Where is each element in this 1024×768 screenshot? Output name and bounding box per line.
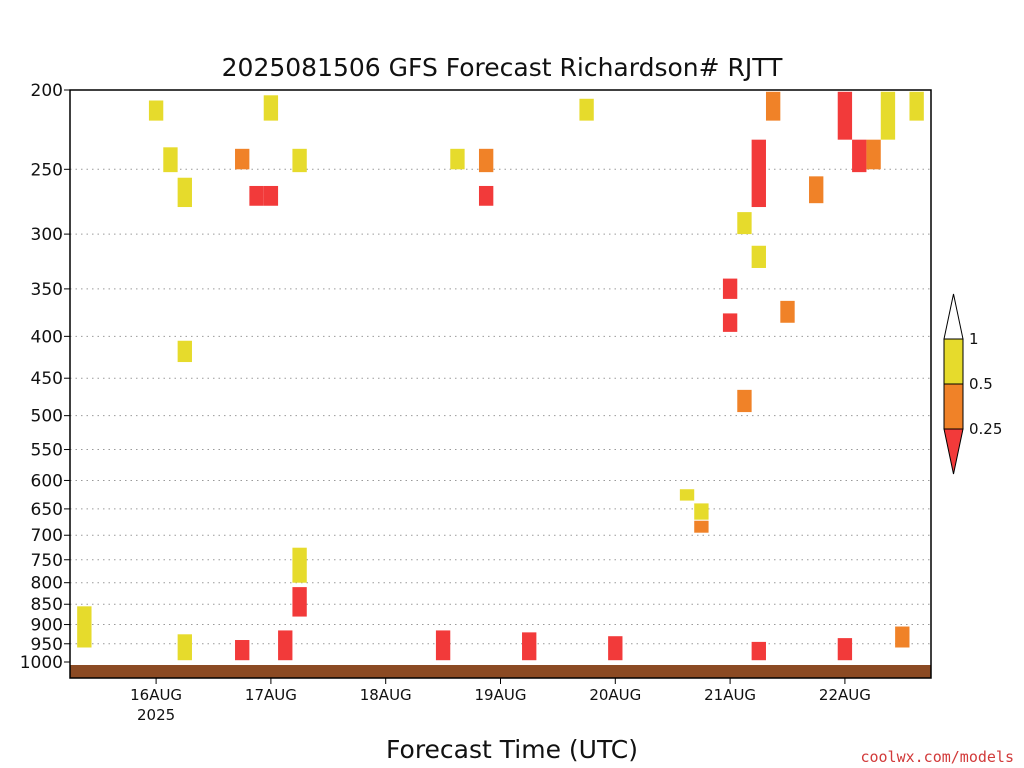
ri-cell	[909, 91, 924, 121]
x-tick-label: 19AUG	[475, 686, 527, 704]
ri-cell	[263, 185, 279, 206]
ri-cell	[177, 177, 192, 208]
legend-swatch	[943, 293, 964, 340]
ri-cell	[765, 91, 781, 121]
y-tick-label: 800	[31, 574, 63, 594]
legend-swatch	[943, 338, 964, 385]
ri-cell	[780, 300, 795, 323]
y-tick-label: 950	[31, 635, 63, 655]
ground-band	[70, 665, 931, 678]
y-tick-label: 500	[31, 407, 63, 427]
x-axis-label: Forecast Time (UTC)	[386, 735, 638, 764]
y-tick-label: 900	[31, 616, 63, 636]
ri-cell	[478, 185, 494, 206]
plot-frame	[69, 89, 932, 679]
ri-cell	[751, 139, 766, 208]
y-tick-label: 650	[31, 500, 63, 520]
chart-title: 2025081506 GFS Forecast Richardson# RJTT	[222, 53, 783, 82]
y-tick-label: 750	[31, 551, 63, 571]
ri-cell	[235, 640, 250, 661]
x-tick-label: 20AUG	[589, 686, 641, 704]
surface-layer	[70, 665, 931, 678]
legend-swatch	[943, 428, 964, 475]
ri-cell	[249, 185, 264, 206]
ri-cell	[292, 587, 307, 617]
ri-cell	[722, 278, 738, 299]
legend: 1 0.5 0.25	[943, 293, 1002, 475]
ri-cell	[163, 147, 178, 173]
y-tick-label: 300	[31, 225, 63, 245]
y-axis-ticks: 200 250 300 350 400 450 500 550 600 650 700 750 8008…	[20, 81, 70, 673]
ri-cell	[450, 148, 465, 170]
ri-cell	[751, 641, 766, 661]
y-tick-label: 550	[31, 441, 63, 461]
y-tick-label: 200	[31, 81, 63, 101]
ri-cell	[177, 340, 192, 363]
ri-cell	[579, 98, 594, 121]
ri-cell	[292, 148, 307, 173]
y-tick-label: 850	[31, 595, 63, 615]
ri-cell	[235, 148, 250, 170]
ri-cell	[522, 632, 537, 661]
ri-cell	[292, 547, 307, 583]
ri-cell	[751, 245, 766, 268]
data-cells	[77, 91, 924, 661]
ri-cell	[809, 176, 824, 204]
y-tick-label: 450	[31, 369, 63, 389]
ri-cell	[278, 630, 293, 661]
legend-label: 0.5	[969, 375, 993, 393]
ri-cell	[77, 606, 92, 648]
ri-cell	[435, 630, 451, 661]
y-tick-label: 1000	[20, 653, 63, 673]
ri-cell	[679, 489, 695, 501]
grid-lines	[70, 168, 931, 645]
y-tick-label: 350	[31, 280, 63, 300]
y-tick-label: 600	[31, 471, 63, 491]
x-tick-label: 17AUG	[245, 686, 297, 704]
ri-cell	[478, 148, 494, 173]
ri-cell	[737, 389, 752, 413]
ri-cell	[608, 636, 623, 661]
x-tick-label: 22AUG	[819, 686, 871, 704]
ri-cell	[852, 139, 867, 173]
y-tick-label: 400	[31, 327, 63, 347]
ri-cell	[722, 313, 738, 332]
ri-cell	[694, 520, 709, 533]
legend-label: 1	[969, 330, 979, 348]
ri-cell	[837, 91, 853, 140]
legend-swatch	[943, 383, 964, 430]
ri-cell	[737, 212, 752, 235]
ri-cell	[694, 503, 709, 520]
legend-label: 0.25	[969, 420, 1002, 438]
x-tick-label: 21AUG	[704, 686, 756, 704]
credit-label: coolwx.com/models	[860, 748, 1014, 766]
ri-cell	[148, 100, 164, 121]
x-tick-label: 16AUG	[130, 686, 182, 704]
x-tick-sublabel: 2025	[137, 706, 175, 724]
ri-cell	[177, 634, 192, 661]
x-axis-ticks: 16AUG 2025 17AUG 18AUG 19AUG 20AUG 21AUG 22AUG	[130, 678, 871, 724]
x-tick-label: 18AUG	[360, 686, 412, 704]
ri-cell	[880, 91, 896, 140]
ri-cell	[263, 95, 279, 121]
y-tick-label: 250	[31, 160, 63, 180]
ri-cell	[866, 139, 881, 170]
ri-cell	[895, 626, 910, 648]
y-tick-label: 700	[31, 526, 63, 546]
ri-cell	[837, 638, 853, 661]
